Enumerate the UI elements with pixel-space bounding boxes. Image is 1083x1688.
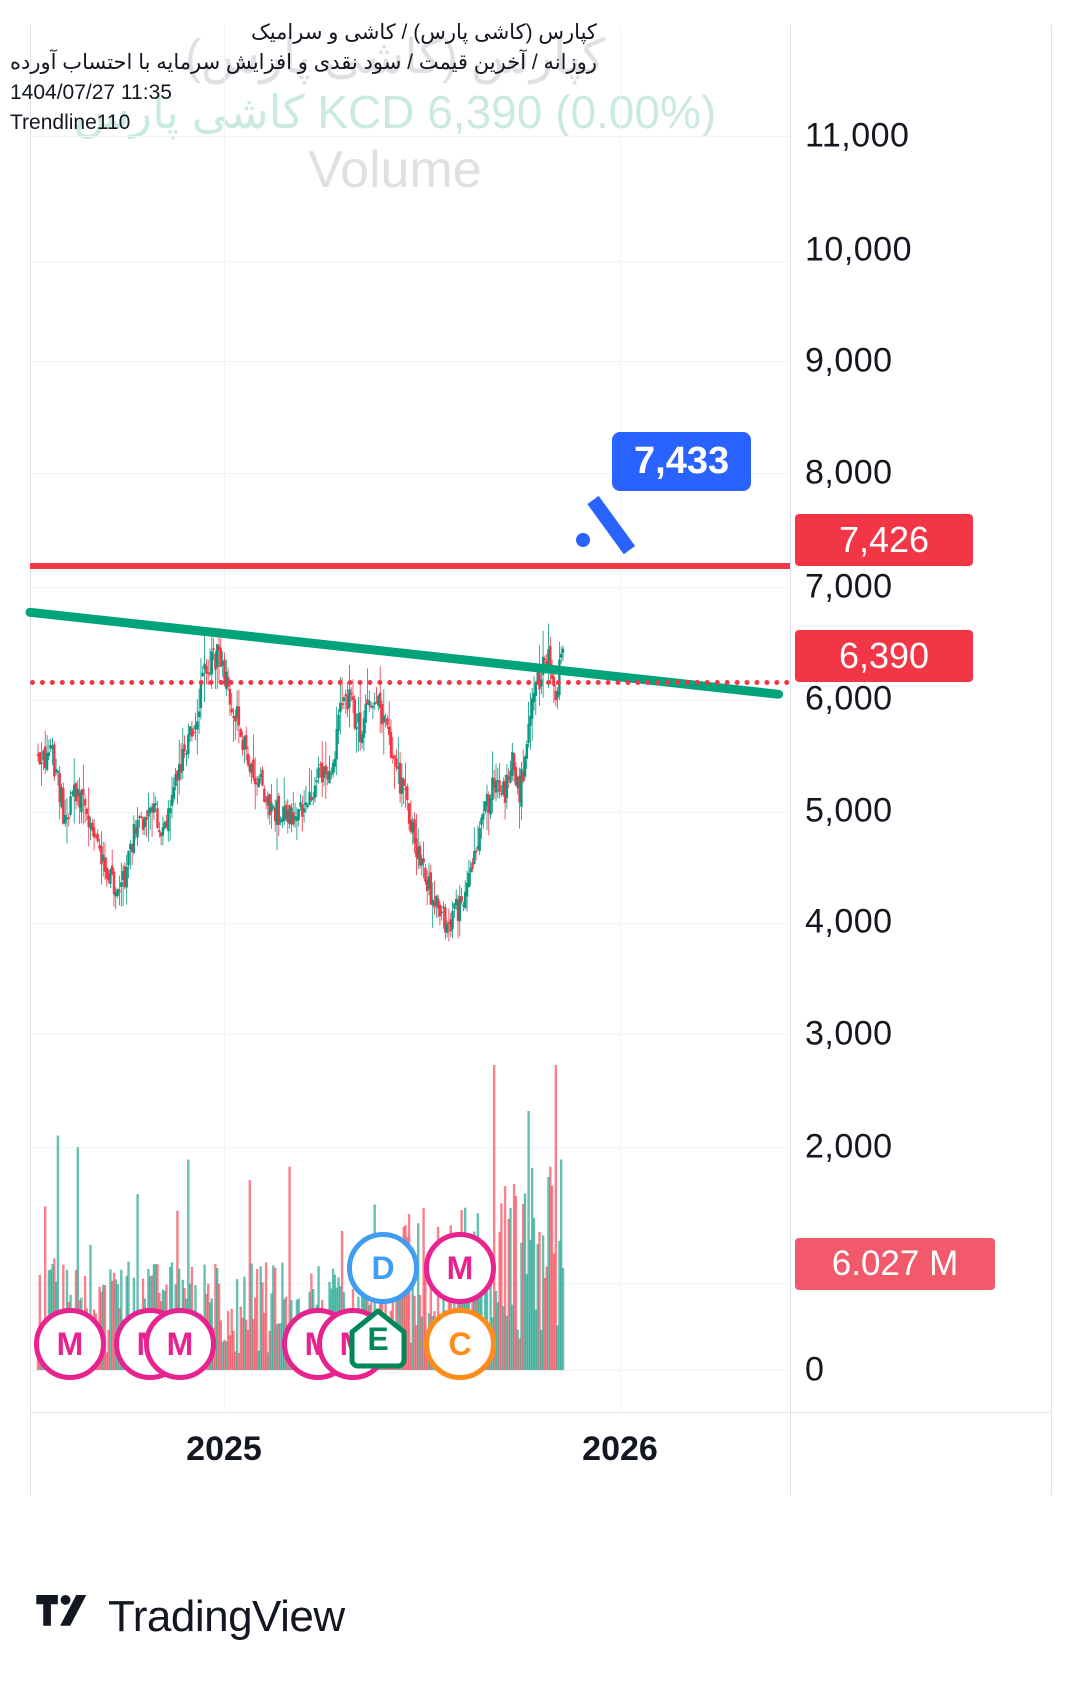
- gridline-4000: [30, 923, 790, 924]
- marker-m[interactable]: M: [424, 1232, 496, 1304]
- plot-right-border: [1051, 25, 1052, 1495]
- gridline-9000: [30, 361, 790, 362]
- tradingview-logo-icon: [36, 1594, 92, 1640]
- legend-description[interactable]: روزانه / آخرین قیمت / سود نقدی و افزایش …: [10, 51, 597, 74]
- ytick-5000: 5,000: [805, 791, 893, 830]
- last-price-tag[interactable]: 7,426: [795, 514, 973, 566]
- ytick-10000: 10,000: [805, 230, 912, 269]
- plot-left-border: [30, 25, 31, 1495]
- ytick-3000: 3,000: [805, 1014, 893, 1053]
- ytick-4000: 4,000: [805, 902, 893, 941]
- ytick-9000: 9,000: [805, 341, 893, 380]
- marker-e[interactable]: E: [347, 1308, 409, 1370]
- chart-legend: کپارس (کاشی پارس) / کاشی و سرامیک روزانه…: [10, 18, 597, 138]
- ytick-7000: 7,000: [805, 567, 893, 606]
- legend-indicator-trendline[interactable]: Trendline110: [10, 111, 131, 134]
- gridline-0: [30, 1370, 790, 1371]
- price-axis-border: [790, 25, 791, 1495]
- price-plot-area[interactable]: [25, 25, 790, 1410]
- marker-m[interactable]: M: [34, 1308, 106, 1380]
- xtick-2026: 2026: [582, 1430, 658, 1468]
- gridline-2000: [30, 1147, 790, 1148]
- vgrid-2026: [620, 25, 621, 1410]
- dotted-price-level-line[interactable]: [30, 680, 790, 685]
- plot-bottom-border: [30, 1412, 1052, 1413]
- gridline-10000: [30, 261, 790, 262]
- price-tooltip[interactable]: 7,433: [612, 432, 752, 491]
- marker-m[interactable]: M: [144, 1308, 216, 1380]
- tradingview-brand: TradingView: [108, 1592, 345, 1641]
- dotted-level-tag[interactable]: 6,390: [795, 630, 973, 682]
- gridline-6000: [30, 700, 790, 701]
- gridline-3000: [30, 1034, 790, 1035]
- tooltip-anchor-dot: [576, 533, 590, 547]
- ytick-6000: 6,000: [805, 679, 893, 718]
- marker-c[interactable]: C: [424, 1308, 496, 1380]
- legend-symbol[interactable]: کپارس (کاشی پارس) / کاشی و سرامیک: [251, 21, 597, 44]
- gridline-11000: [30, 136, 790, 137]
- ytick-11000: 11,000: [805, 116, 910, 155]
- marker-d[interactable]: D: [347, 1232, 419, 1304]
- gridline-8000: [30, 473, 790, 474]
- legend-datetime: 1404/07/27 11:35: [10, 81, 172, 104]
- vgrid-2025: [224, 25, 225, 1410]
- xtick-2025: 2025: [186, 1430, 262, 1468]
- ytick-2000: 2,000: [805, 1127, 893, 1166]
- volume-value-tag[interactable]: 6.027 M: [795, 1238, 995, 1290]
- last-price-line[interactable]: [30, 563, 790, 569]
- ytick-0: 0: [805, 1350, 825, 1389]
- gridline-7000: [30, 587, 790, 588]
- trendline-drawing[interactable]: [25, 25, 790, 1410]
- tradingview-footer: TradingView: [36, 1592, 345, 1642]
- ytick-8000: 8,000: [805, 453, 893, 492]
